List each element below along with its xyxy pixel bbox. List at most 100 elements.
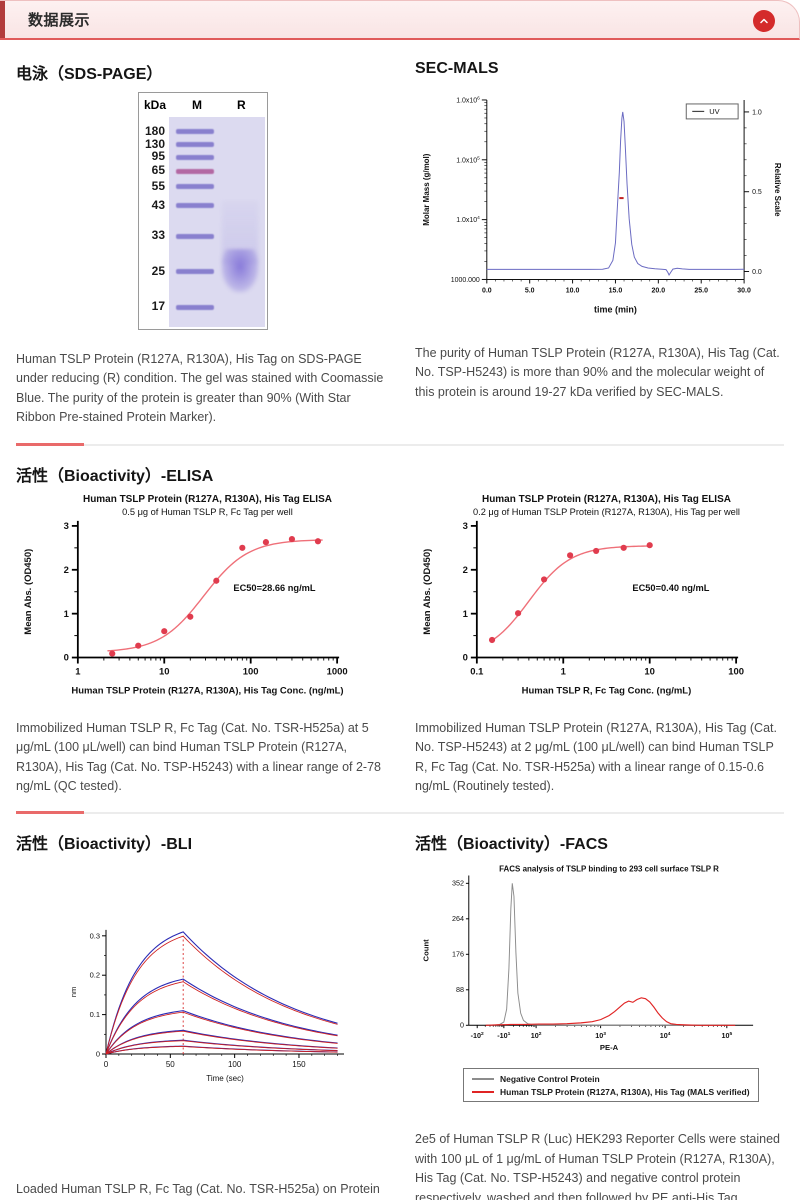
gel-marker-label: 25: [151, 263, 165, 278]
svg-text:Human TSLP Protein (R127A, R13: Human TSLP Protein (R127A, R130A), His T…: [83, 493, 332, 504]
header-accent-bar: [0, 1, 5, 38]
main-content: 电泳（SDS-PAGE） kDa M R 180 130 95 65 55 43 33 25 17 H…: [0, 40, 800, 1200]
svg-text:0.5: 0.5: [752, 189, 762, 196]
svg-text:100: 100: [243, 666, 259, 677]
sec-mals-chart: 1.0x1061.0x1051.0x1041000.0000.00.51.00.…: [422, 96, 782, 315]
elisa-right-caption: Immobilized Human TSLP Protein (R127A, R…: [415, 720, 777, 794]
svg-text:352: 352: [452, 879, 464, 888]
elisa-heading: 活性（Bioactivity）-ELISA: [16, 467, 214, 485]
gel-marker-label: 55: [151, 178, 165, 193]
svg-text:UV: UV: [709, 107, 719, 116]
svg-text:10: 10: [644, 666, 655, 677]
svg-text:5.0: 5.0: [525, 287, 535, 294]
sds-page-figure-area: kDa M R 180 130 95 65 55 43 33 25 17: [16, 90, 385, 342]
svg-text:3: 3: [64, 521, 69, 532]
svg-text:50: 50: [166, 1060, 175, 1069]
sds-page-column: 电泳（SDS-PAGE） kDa M R 180 130 95 65 55 43 33 25 17 H…: [16, 60, 385, 428]
svg-text:20.0: 20.0: [652, 287, 666, 294]
svg-text:0: 0: [96, 1050, 100, 1059]
svg-text:102: 102: [531, 1031, 542, 1040]
gel-marker-label: 130: [144, 136, 165, 151]
svg-text:Count: Count: [421, 939, 430, 962]
svg-text:0.0: 0.0: [752, 269, 762, 276]
svg-text:Mean Abs. (OD450): Mean Abs. (OD450): [23, 548, 34, 634]
chevron-up-icon: [760, 18, 768, 24]
svg-text:0.2: 0.2: [90, 971, 100, 980]
facs-legend: Negative Control Protein Human TSLP Prote…: [463, 1068, 759, 1103]
svg-text:EC50=28.66 ng/mL: EC50=28.66 ng/mL: [233, 582, 315, 592]
svg-text:-101: -101: [497, 1031, 510, 1040]
svg-text:2: 2: [64, 564, 69, 575]
sec-mals-caption: The purity of Human TSLP Protein (R127A,…: [415, 346, 780, 399]
svg-text:EC50=0.40 ng/mL: EC50=0.40 ng/mL: [632, 582, 709, 592]
svg-text:0: 0: [64, 652, 69, 663]
facs-heading: 活性（Bioactivity）-FACS: [415, 836, 608, 854]
elisa-right-column: Human TSLP Protein (R127A, R130A), His T…: [415, 490, 784, 797]
collapse-button[interactable]: [753, 10, 775, 32]
svg-text:88: 88: [456, 986, 464, 995]
facs-chart: FACS analysis of TSLP binding to 293 cel…: [421, 865, 754, 1053]
svg-text:150: 150: [292, 1060, 306, 1069]
svg-text:30.0: 30.0: [737, 287, 751, 294]
elisa-chart-right: Human TSLP Protein (R127A, R130A), His T…: [422, 493, 744, 695]
svg-text:0.1: 0.1: [470, 666, 483, 677]
facs-legend-entry: Human TSLP Protein (R127A, R130A), His T…: [472, 1085, 750, 1098]
elisa-charts-row: Human TSLP Protein (R127A, R130A), His T…: [16, 490, 784, 797]
divider-accent: [16, 442, 84, 446]
gel-lane-area: [169, 117, 265, 327]
section-bli-facs: 活性（Bioactivity）-BLI 0 0.1 0.2 0.3 0 50 100 150 n…: [16, 814, 784, 1200]
bli-heading: 活性（Bioactivity）-BLI: [16, 836, 193, 854]
gel-marker-label: 180: [144, 123, 165, 138]
section-sds-secmals: 电泳（SDS-PAGE） kDa M R 180 130 95 65 55 43 33 25 17 H…: [16, 40, 784, 428]
svg-text:1.0x104: 1.0x104: [456, 215, 480, 224]
gel-marker-label: 65: [151, 163, 165, 178]
svg-text:1000: 1000: [327, 666, 348, 677]
svg-text:3: 3: [463, 521, 468, 532]
svg-text:0: 0: [463, 652, 468, 663]
section-divider: [16, 811, 784, 815]
data-display-header: 数据展示: [0, 0, 800, 40]
svg-text:PE-A: PE-A: [600, 1044, 619, 1053]
svg-text:1: 1: [463, 608, 468, 619]
svg-text:25.0: 25.0: [694, 287, 708, 294]
elisa-chart-left: Human TSLP Protein (R127A, R130A), His T…: [23, 493, 348, 696]
svg-text:nm: nm: [69, 987, 78, 997]
svg-text:103: 103: [595, 1031, 606, 1040]
section-divider: [16, 442, 784, 446]
svg-text:2: 2: [463, 564, 468, 575]
svg-text:1: 1: [561, 666, 566, 677]
svg-text:1: 1: [75, 666, 80, 677]
svg-text:Time (sec): Time (sec): [206, 1074, 244, 1083]
gel-marker-label: 17: [151, 299, 165, 314]
svg-text:Human TSLP Protein (R127A, R13: Human TSLP Protein (R127A, R130A), His T…: [482, 493, 731, 504]
svg-text:105: 105: [721, 1031, 732, 1040]
svg-text:100: 100: [728, 666, 744, 677]
legend-label: Negative Control Protein: [500, 1073, 600, 1084]
gel-marker-label: 33: [151, 228, 165, 243]
elisa-left-caption: Immobilized Human TSLP R, Fc Tag (Cat. N…: [16, 720, 381, 794]
sds-page-heading: 电泳（SDS-PAGE）: [16, 66, 163, 83]
legend-line-swatch: [472, 1090, 494, 1093]
svg-text:0.3: 0.3: [90, 932, 100, 941]
svg-text:15.0: 15.0: [609, 287, 623, 294]
sds-page-caption: Human TSLP Protein (R127A, R130A), His T…: [16, 352, 384, 425]
sec-mals-figure-area: 1.0x106 1.0x105 1.0x104 1000.000 0.0 0.5 1.0 0.…: [415, 84, 784, 336]
elisa-left-column: Human TSLP Protein (R127A, R130A), His T…: [16, 490, 385, 797]
svg-text:1.0x105: 1.0x105: [456, 155, 480, 164]
svg-text:Human TSLP Protein (R127A, R13: Human TSLP Protein (R127A, R130A), His T…: [71, 685, 343, 696]
facs-caption: 2e5 of Human TSLP R (Luc) HEK293 Reporte…: [415, 1132, 780, 1200]
facs-column: 活性（Bioactivity）-FACS FACS analysis of TS…: [415, 830, 784, 1200]
svg-text:-102: -102: [471, 1031, 484, 1040]
bli-figure-area: 0 0.1 0.2 0.3 0 50 100 150 nm Time (sec): [16, 912, 385, 1172]
gel-marker-label: 95: [151, 149, 165, 164]
svg-text:0.1: 0.1: [90, 1010, 100, 1019]
section-elisa: 活性（Bioactivity）-ELISA Human TSLP Protein…: [16, 446, 784, 797]
facs-legend-entry: Negative Control Protein: [472, 1072, 750, 1085]
svg-text:0.2 μg of Human TSLP Protein (: 0.2 μg of Human TSLP Protein (R127A, R13…: [473, 506, 740, 516]
facs-figure-area: FACS analysis of TSLP binding to 293 cel…: [415, 862, 784, 1122]
svg-text:1.0x106: 1.0x106: [456, 96, 480, 105]
legend-line-swatch: [472, 1077, 494, 1080]
legend-label: Human TSLP Protein (R127A, R130A), His T…: [500, 1086, 750, 1097]
svg-text:0: 0: [460, 1021, 464, 1030]
svg-text:Molar Mass (g/mol): Molar Mass (g/mol): [422, 153, 431, 226]
